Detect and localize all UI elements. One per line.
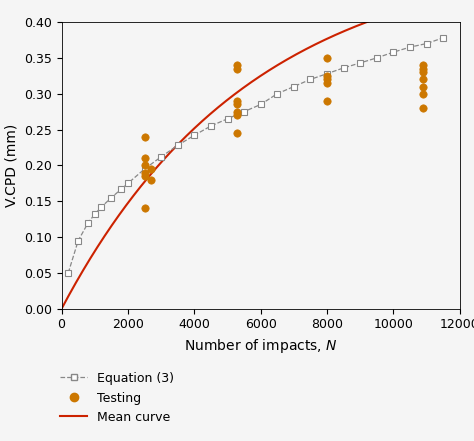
Point [234,108,241,115]
Point [419,83,427,90]
Y-axis label: V.CPD (mm): V.CPD (mm) [4,124,18,207]
Legend: Equation (3), Testing, Mean curve: Equation (3), Testing, Mean curve [60,372,174,424]
Point [323,76,331,83]
Point [323,72,331,79]
Point [141,133,148,140]
Point [141,169,148,176]
Point [234,112,241,119]
Point [141,205,148,212]
Point [147,176,155,183]
Point [234,101,241,108]
Point [323,54,331,61]
Point [419,65,427,72]
Point [323,79,331,86]
Point [141,155,148,162]
Point [147,165,155,172]
Point [234,97,241,105]
Point [323,97,331,105]
Point [234,130,241,137]
Point [419,76,427,83]
Point [234,65,241,72]
X-axis label: Number of impacts, $N$: Number of impacts, $N$ [184,337,337,355]
Point [419,69,427,76]
Point [419,105,427,112]
Point [419,61,427,68]
Point [419,90,427,97]
Point [141,162,148,169]
Point [234,61,241,68]
Point [141,172,148,179]
